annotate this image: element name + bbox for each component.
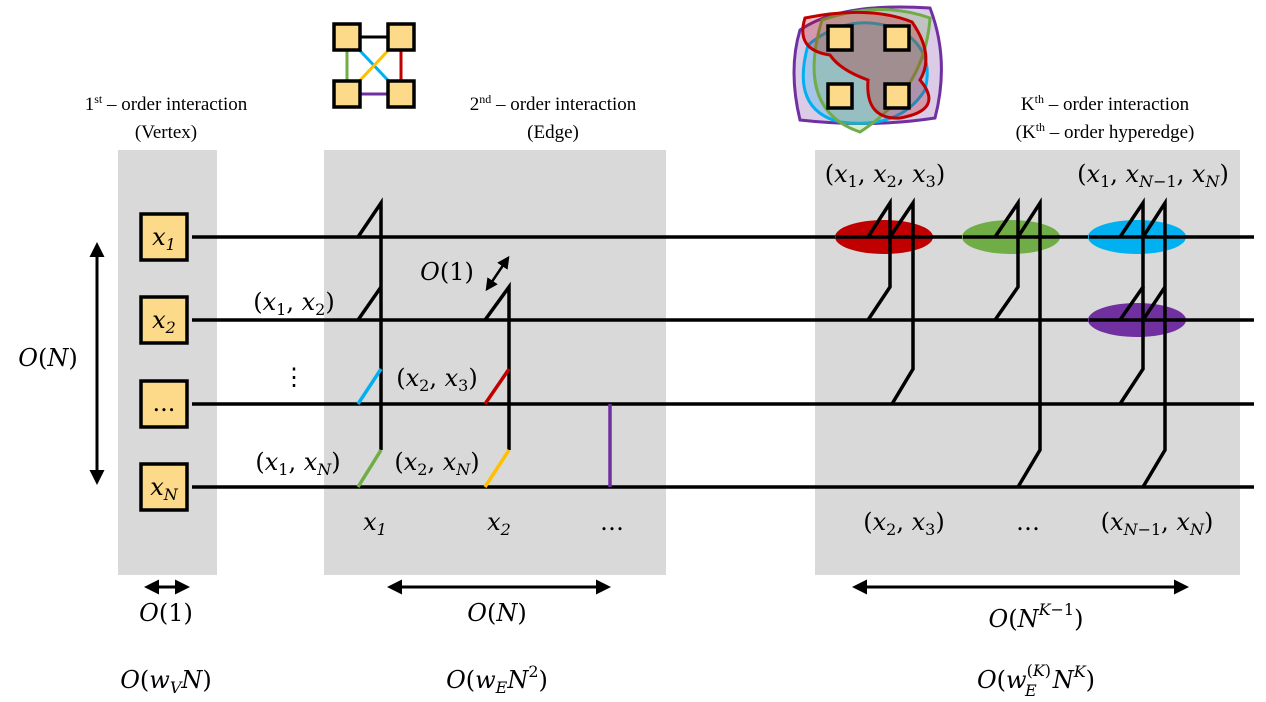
node-lines	[192, 235, 1254, 489]
label-x2-xN: (x2, xN)	[394, 448, 479, 479]
vertical-dots: ⋮	[282, 363, 306, 391]
graph-icon	[332, 22, 416, 109]
edge-x1-x3-blue	[356, 368, 383, 405]
hypergraph-icon	[792, 5, 943, 134]
node-x2: x2	[139, 295, 189, 345]
hyper-bottom-dots: …	[1016, 508, 1040, 536]
edge-x2-xN-yellow	[483, 449, 511, 488]
edge-total-cost: O(wEN2)	[446, 662, 548, 697]
edge-width-cost: O(N)	[467, 599, 526, 627]
vertical-cost: O(N)	[18, 344, 77, 372]
vertex-subtitle: (Vertex)	[135, 122, 197, 143]
local-arrow	[485, 255, 510, 292]
hyper-label-x1-x2-x3: (x1, x2, x3)	[825, 160, 945, 191]
node-ellipsis: ...	[139, 379, 189, 429]
vertex-title: 1st – order interaction	[85, 92, 248, 115]
hyperedge-subtitle: (Kth – order hyperedge)	[1016, 120, 1195, 143]
edge-bottom-dots: …	[600, 508, 624, 536]
vertex-width-cost: O(1)	[139, 599, 193, 627]
label-x2-x3: (x2, x3)	[396, 364, 477, 395]
hyperedge-wires	[866, 197, 1167, 488]
vertex-total-cost: O(wVN)	[120, 666, 212, 697]
node-xN: xN	[139, 462, 189, 512]
edge-title: 2nd – order interaction	[470, 92, 637, 115]
hyperedge-total-cost: O(w(K) E NK)	[977, 661, 1095, 700]
hyperedge-width-cost: O(NK−1)	[989, 600, 1084, 633]
svg-text:...: ...	[153, 389, 176, 417]
label-x1-x2: (x1, x2)	[253, 288, 334, 319]
edge-subtitle: (Edge)	[527, 122, 579, 143]
hyper-bottom-x2-x3: (x2, x3)	[863, 508, 944, 539]
edge-x1-xN-green	[356, 449, 383, 488]
local-cost: O(1)	[420, 258, 474, 286]
hyperedge-title: Kth – order interaction	[1021, 92, 1190, 115]
node-x1: x1	[139, 212, 189, 262]
edge-x2-x3-red	[483, 368, 511, 405]
